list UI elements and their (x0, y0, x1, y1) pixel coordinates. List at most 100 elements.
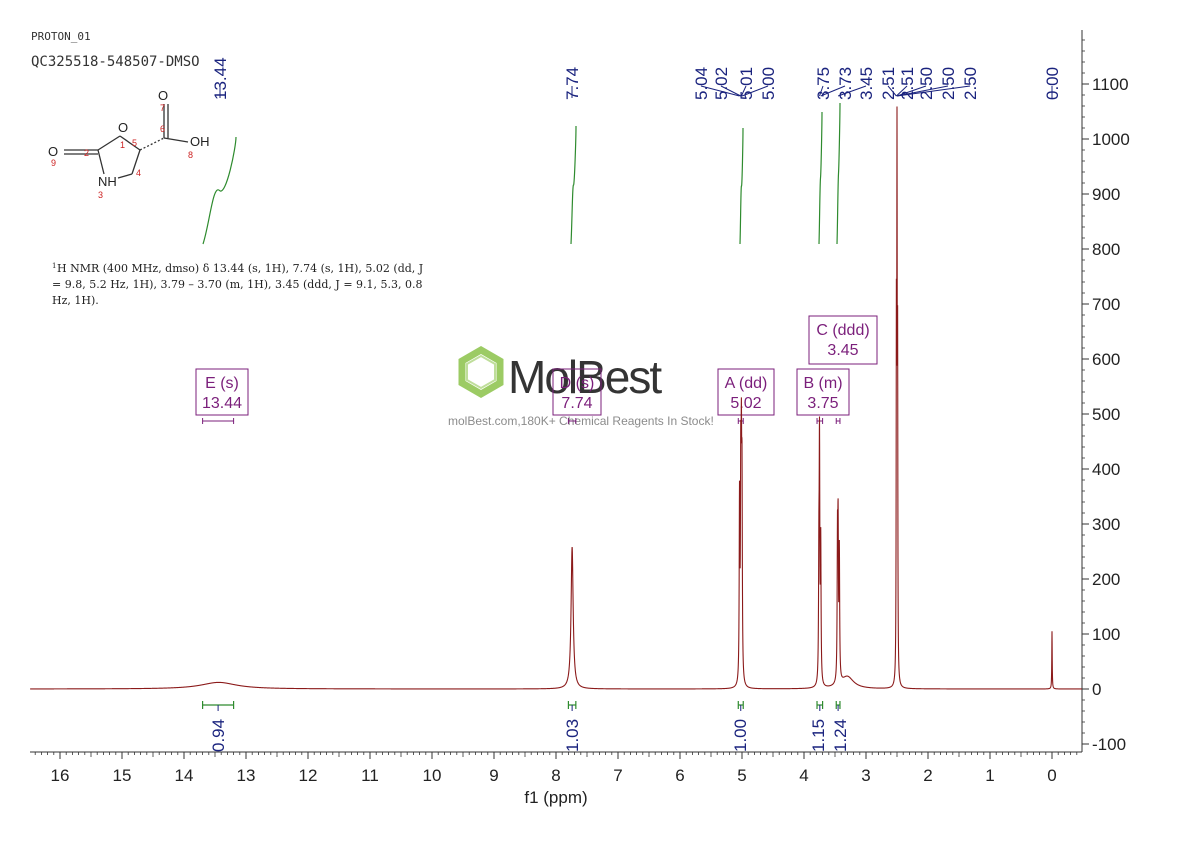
integral-curve (570, 125, 577, 245)
multiplet-annotations: E (s) 13.44 D (s) 7.74 A (dd) 5.02 B (m) 3.75 C … (195, 315, 878, 424)
peak-label: 2.50 (939, 67, 958, 100)
x-tick-label: 10 (423, 766, 442, 785)
multiplet-box (552, 368, 602, 416)
multiplet-box (195, 368, 249, 416)
x-tick-label: 16 (51, 766, 70, 785)
multiplet-shift: 3.45 (827, 342, 858, 359)
axes: 16 15 14 13 12 11 10 9 8 7 6 5 4 3 2 1 01100100090080070… (30, 30, 1130, 785)
multiplet-shift: 13.44 (202, 395, 242, 412)
peak-label: 5.00 (759, 67, 778, 100)
peak-label: 3.75 (814, 67, 833, 100)
x-tick-label: 14 (175, 766, 194, 785)
nmr-line-3: Hz, 1H). (52, 294, 99, 307)
integral-curve (202, 136, 237, 245)
watermark-tagline: molBest.com,180K+ Chemical Reagents In S… (448, 414, 714, 428)
x-tick-label: 6 (675, 766, 684, 785)
watermark: MolBest molBest.com,180K+ Chemical Reage… (448, 345, 714, 428)
y-tick-label: -100 (1092, 735, 1126, 754)
molbest-logo-icon (458, 345, 504, 399)
multiplet-label: B (m) (803, 375, 842, 392)
x-tick-label: 0 (1047, 766, 1056, 785)
peak-leader (896, 85, 927, 97)
peak-label: 5.04 (692, 67, 711, 100)
x-tick-label: 1 (985, 766, 994, 785)
x-tick-label: 8 (551, 766, 560, 785)
integral-value: 0.94 (209, 719, 228, 752)
peak-label: 2.50 (917, 67, 936, 100)
peak-label: 5.01 (737, 67, 756, 100)
integral-curves (202, 102, 841, 245)
x-tick-label: 13 (237, 766, 256, 785)
integral-curve (739, 127, 744, 245)
x-axis-label: f1 (ppm) (524, 788, 587, 807)
peak-leader (819, 85, 824, 97)
atom-o1: O (118, 120, 128, 135)
peak-label: 0.00 (1043, 67, 1062, 100)
multiplet-label: E (s) (205, 375, 239, 392)
x-tick-label: 7 (613, 766, 622, 785)
peak-leader (896, 85, 971, 97)
peak-leader (820, 85, 846, 97)
experiment-name: PROTON_01 (31, 30, 91, 43)
x-tick-label: 5 (737, 766, 746, 785)
peak-leader (741, 85, 769, 97)
peak-leader (720, 85, 741, 97)
atom-number-4: 4 (136, 168, 141, 178)
integral-curve (836, 102, 841, 245)
peak-label: 3.73 (836, 67, 855, 100)
multiplet-shift: 3.75 (807, 395, 838, 412)
y-tick-label: 900 (1092, 185, 1120, 204)
x-tick-label: 4 (799, 766, 808, 785)
multiplet-label: D (s) (560, 375, 595, 392)
peak-label: 3.45 (857, 67, 876, 100)
peak-leader (740, 85, 747, 97)
nmr-superscript: 1 (52, 262, 56, 270)
x-tick-label: 11 (361, 766, 379, 785)
y-tick-label: 800 (1092, 240, 1120, 259)
peak-leader (837, 85, 867, 97)
integral-value: 1.24 (831, 719, 850, 752)
multiplet-shift: 7.74 (561, 395, 592, 412)
x-tick-label: 3 (861, 766, 870, 785)
watermark-brand: MolBest (508, 351, 662, 403)
multiplet-shift: 5.02 (730, 395, 761, 412)
peak-leader (896, 85, 908, 97)
multiplet-box (796, 368, 850, 416)
y-tick-label: 300 (1092, 515, 1120, 534)
atom-number-1: 1 (120, 140, 125, 150)
x-tick-label: 2 (923, 766, 932, 785)
integral-annotations: 0.94 1.03 1.00 1.15 1.24 (202, 701, 850, 752)
multiplet-box (717, 368, 775, 416)
atom-number-7: 7 (160, 103, 165, 113)
y-tick-label: 400 (1092, 460, 1120, 479)
multiplet-box (808, 315, 878, 365)
molecule-structure: O O OH O NH 1 2 3 4 5 6 7 8 9 (48, 88, 210, 200)
atom-o9: O (48, 144, 58, 159)
y-tick-label: 600 (1092, 350, 1120, 369)
multiplet-label: C (ddd) (816, 322, 869, 339)
peak-label: 13.44 (211, 57, 230, 100)
x-tick-label: 15 (113, 766, 132, 785)
y-tick-label: 700 (1092, 295, 1120, 314)
nmr-line-2: = 9.8, 5.2 Hz, 1H), 3.79 – 3.70 (m, 1H),… (52, 278, 423, 291)
atom-o7: O (158, 88, 168, 103)
spectrum-trace (30, 106, 1082, 690)
atom-number-8: 8 (188, 150, 193, 160)
atom-nh: NH (98, 174, 117, 189)
peak-label: 2.51 (898, 67, 917, 100)
multiplet-label: A (dd) (725, 375, 768, 392)
peak-leader (700, 85, 740, 97)
atom-number-6: 6 (160, 124, 165, 134)
integral-value: 1.00 (731, 719, 750, 752)
atom-oh: OH (190, 134, 210, 149)
atom-number-2: 2 (84, 148, 89, 158)
nmr-line-1: H NMR (400 MHz, dmso) δ 13.44 (s, 1H), 7… (57, 262, 423, 275)
atom-number-5: 5 (132, 138, 137, 148)
y-tick-label: 500 (1092, 405, 1120, 424)
peak-label: 7.74 (563, 67, 582, 100)
integral-curve (818, 111, 823, 245)
atom-number-3: 3 (98, 190, 103, 200)
integral-value: 1.03 (563, 719, 582, 752)
x-tick-label: 9 (489, 766, 498, 785)
